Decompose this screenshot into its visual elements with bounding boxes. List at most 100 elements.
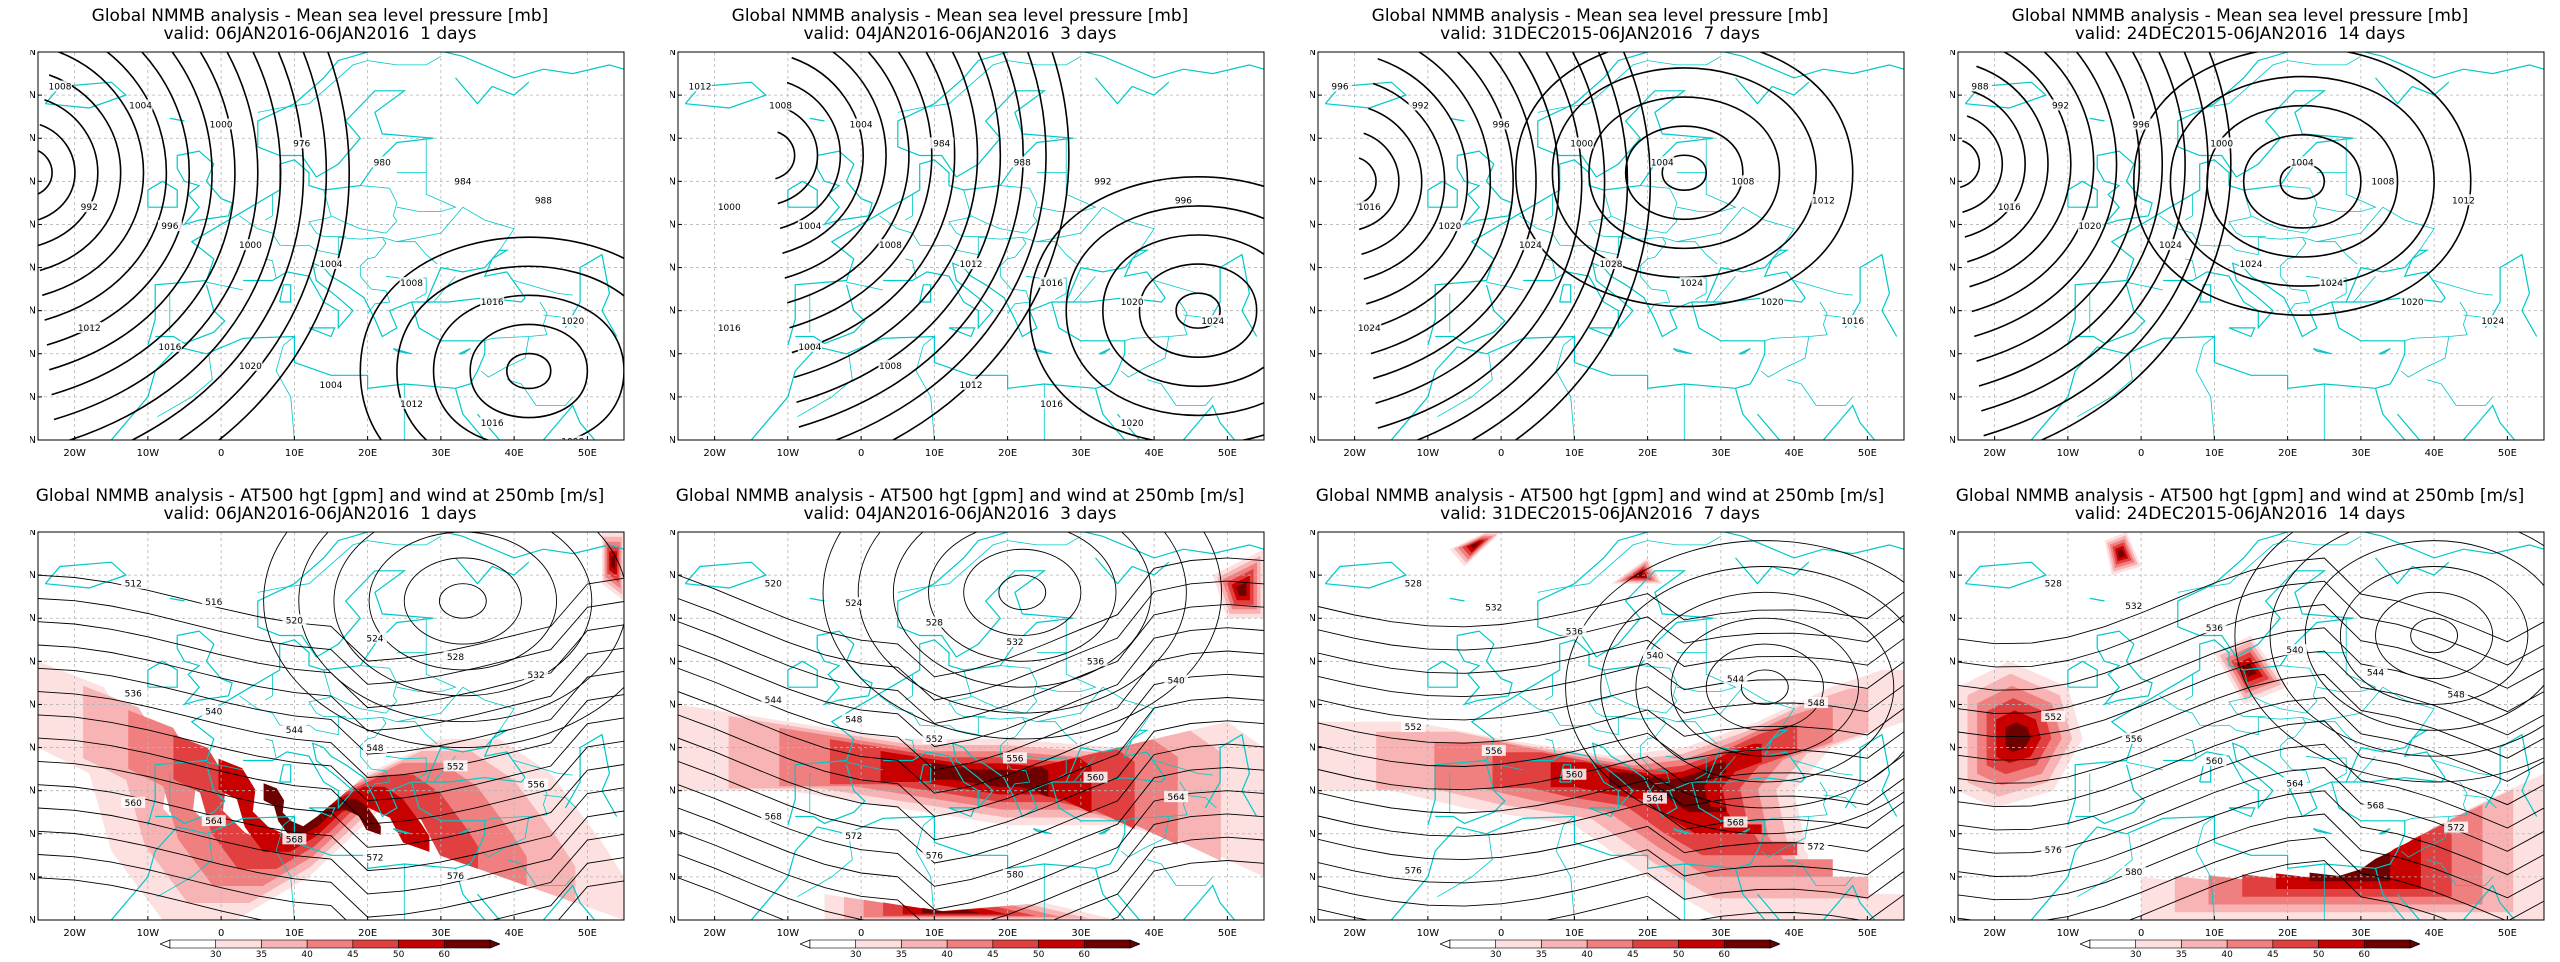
lon-tick-label: 10W [137, 448, 160, 459]
panel-title-line2: valid: 04JAN2016-06JAN2016 3 days [803, 504, 1117, 524]
contour-label: 580 [1006, 871, 1023, 881]
colorbar-swatch [1541, 939, 1588, 949]
lat-tick-label: 55N [1310, 176, 1316, 187]
panel-mslp-1day: Global NMMB analysis - Mean sea level pr… [0, 0, 640, 480]
colorbar-swatch [2272, 939, 2319, 949]
contour-label: 1008 [49, 82, 72, 92]
contour-label: 564 [1646, 795, 1663, 805]
lat-tick-label: 30N [1310, 872, 1316, 883]
lon-tick-label: 20W [1343, 928, 1366, 939]
contour-label: 1016 [718, 324, 741, 334]
panel-title-line1: Global NMMB analysis - AT500 hgt [gpm] a… [675, 486, 1245, 506]
lon-tick-label: 10E [1565, 928, 1584, 939]
contour-label: 1008 [1731, 177, 1754, 187]
lat-tick-label: 60N [670, 133, 676, 144]
contour-label: 568 [286, 835, 303, 845]
lon-tick-label: 50E [2498, 448, 2517, 459]
panel-title-line1: Global NMMB analysis - Mean sea level pr… [1371, 6, 1829, 26]
lat-tick-label: 30N [1950, 872, 1956, 883]
colorbar-swatch [809, 939, 857, 949]
lon-tick-label: 10E [925, 448, 944, 459]
contour-label: 536 [1087, 657, 1104, 667]
lon-tick-label: 0 [2138, 448, 2144, 459]
contour-label: 1000 [1570, 139, 1593, 149]
colorbar-swatch [261, 939, 308, 949]
lat-tick-label: 50N [1950, 699, 1956, 710]
contour-label: 1012 [1812, 196, 1835, 206]
panel-title-line2: valid: 24DEC2015-06JAN2016 14 days [2074, 24, 2406, 44]
lat-tick-label: 55N [30, 176, 36, 187]
contour-label: 532 [528, 671, 545, 681]
map: 520 524 528 532 536 540 544 548 552 556 560 564 568 5… [670, 530, 1270, 950]
colorbar-tick: 45 [2267, 950, 2278, 958]
lat-tick-label: 45N [1950, 743, 1956, 754]
lat-tick-label: 35N [1950, 349, 1956, 360]
lon-tick-label: 0 [218, 928, 224, 939]
contour-label: 1004 [850, 120, 873, 130]
colorbar-swatch [2089, 939, 2137, 949]
lon-tick-label: 20W [1983, 928, 2006, 939]
contour-label: 1020 [1121, 419, 1144, 429]
colorbar-swatch [992, 939, 1039, 949]
lat-tick-label: 70N [670, 50, 676, 58]
lat-tick-label: 65N [1310, 570, 1316, 581]
contour-label: 568 [2367, 801, 2384, 811]
contour-label: 556 [1006, 754, 1023, 764]
colorbar-tick: 30 [1490, 950, 1502, 958]
lat-tick-label: 65N [1950, 570, 1956, 581]
panel-mslp-7days: Global NMMB analysis - Mean sea level pr… [1280, 0, 1920, 480]
lon-tick-label: 50E [1218, 928, 1237, 939]
contour-label: 548 [1808, 699, 1825, 709]
colorbar-swatch [2181, 939, 2228, 949]
contour-label: 992 [81, 203, 98, 213]
wind-colorbar: 30 35 40 45 50 60 [2078, 938, 2422, 962]
lat-tick-label: 60N [1950, 133, 1956, 144]
lon-tick-label: 0 [218, 448, 224, 459]
contour-label: 1020 [158, 464, 181, 470]
contour-label: 1020 [2401, 298, 2424, 308]
contour-label: 544 [286, 726, 303, 736]
lon-tick-label: 10W [1417, 448, 1440, 459]
contour-label: 536 [125, 689, 142, 699]
lat-tick-label: 50N [30, 699, 36, 710]
contour-label: 1016 [481, 419, 504, 429]
contour-label: 996 [161, 222, 178, 232]
lon-tick-label: 0 [858, 448, 864, 459]
contour-label: 1004 [320, 260, 343, 270]
contour-label: 988 [1014, 158, 1031, 168]
colorbar-tick: 35 [2176, 950, 2187, 958]
colorbar-swatch [2363, 939, 2411, 949]
colorbar-tick: 50 [393, 950, 405, 958]
contour-label: 544 [2367, 668, 2384, 678]
panel-z500-1day: Global NMMB analysis - AT500 hgt [gpm] a… [0, 480, 640, 960]
contour-label: 536 [1566, 627, 1583, 637]
contour-label: 1024 [1358, 324, 1381, 334]
colorbar-swatch [2135, 939, 2182, 949]
lon-tick-label: 10E [925, 928, 944, 939]
lon-tick-label: 50E [1858, 928, 1877, 939]
contour-label: 580 [2125, 868, 2142, 878]
lat-tick-label: 25N [1950, 435, 1956, 446]
contour-label: 1008 [769, 101, 792, 111]
panel-title-line2: valid: 31DEC2015-06JAN2016 7 days [1440, 24, 1760, 44]
colorbar-tick: 50 [2313, 950, 2325, 958]
lat-tick-label: 35N [670, 349, 676, 360]
contour-label: 976 [293, 139, 310, 149]
colorbar-swatch [1678, 939, 1725, 949]
lat-tick-label: 40N [1950, 786, 1956, 797]
lon-tick-label: 20W [63, 448, 86, 459]
contour-label: 576 [1405, 866, 1422, 876]
contour-label: 1020 [561, 317, 584, 327]
contour-label: 1000 [2210, 139, 2233, 149]
map: 528 532 536 540 544 548 552 556 560 564 568 572 576 5… [1950, 530, 2550, 950]
panel-z500-3days: Global NMMB analysis - AT500 hgt [gpm] a… [640, 480, 1280, 960]
panel-z500-14days: Global NMMB analysis - AT500 hgt [gpm] a… [1920, 480, 2560, 960]
contour-label: 540 [205, 708, 222, 718]
lat-tick-label: 45N [30, 263, 36, 274]
lon-tick-label: 40E [1785, 928, 1804, 939]
contour-label: 1008 [879, 362, 902, 372]
lon-tick-label: 40E [1785, 448, 1804, 459]
lon-tick-label: 10W [2057, 928, 2080, 939]
lat-tick-label: 25N [30, 435, 36, 446]
panel-title-line2: valid: 24DEC2015-06JAN2016 14 days [2074, 504, 2406, 524]
